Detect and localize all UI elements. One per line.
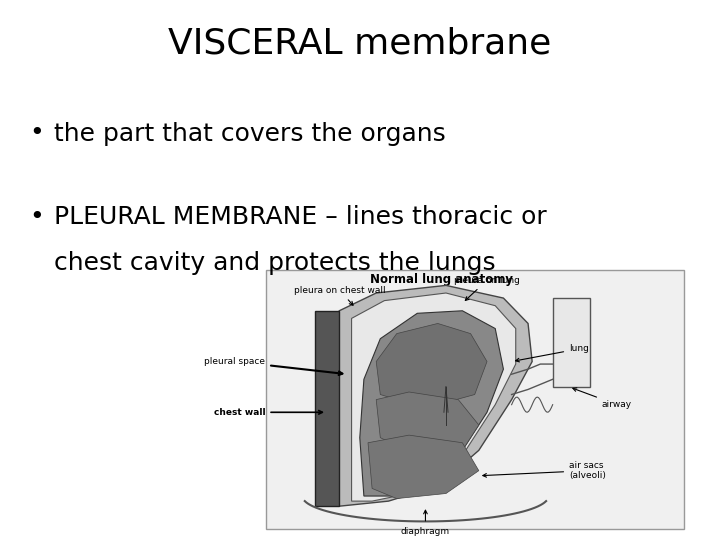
Text: PLEURAL MEMBRANE – lines thoracic or: PLEURAL MEMBRANE – lines thoracic or xyxy=(54,205,546,229)
Text: •: • xyxy=(29,205,43,229)
Text: chest wall: chest wall xyxy=(214,408,323,417)
Text: diaphragm: diaphragm xyxy=(401,510,450,536)
Text: chest cavity and protects the lungs: chest cavity and protects the lungs xyxy=(54,251,495,275)
Text: VISCERAL membrane: VISCERAL membrane xyxy=(168,27,552,61)
Text: pleura on chest wall: pleura on chest wall xyxy=(294,286,386,305)
Text: air sacs
(alveoli): air sacs (alveoli) xyxy=(483,461,606,481)
Text: the part that covers the organs: the part that covers the organs xyxy=(54,122,446,145)
Text: lung: lung xyxy=(516,345,589,362)
Bar xyxy=(553,298,590,387)
Polygon shape xyxy=(360,310,503,496)
Polygon shape xyxy=(339,285,532,506)
Polygon shape xyxy=(315,310,339,506)
Polygon shape xyxy=(377,323,487,404)
Text: pleural space: pleural space xyxy=(204,357,343,375)
Text: pleura on lung: pleura on lung xyxy=(454,276,520,300)
Text: airway: airway xyxy=(573,388,632,409)
Text: •: • xyxy=(29,122,43,145)
Polygon shape xyxy=(351,293,516,501)
FancyBboxPatch shape xyxy=(266,270,684,529)
Polygon shape xyxy=(368,435,479,498)
Polygon shape xyxy=(377,392,479,455)
Text: Normal lung anatomy: Normal lung anatomy xyxy=(370,273,513,286)
